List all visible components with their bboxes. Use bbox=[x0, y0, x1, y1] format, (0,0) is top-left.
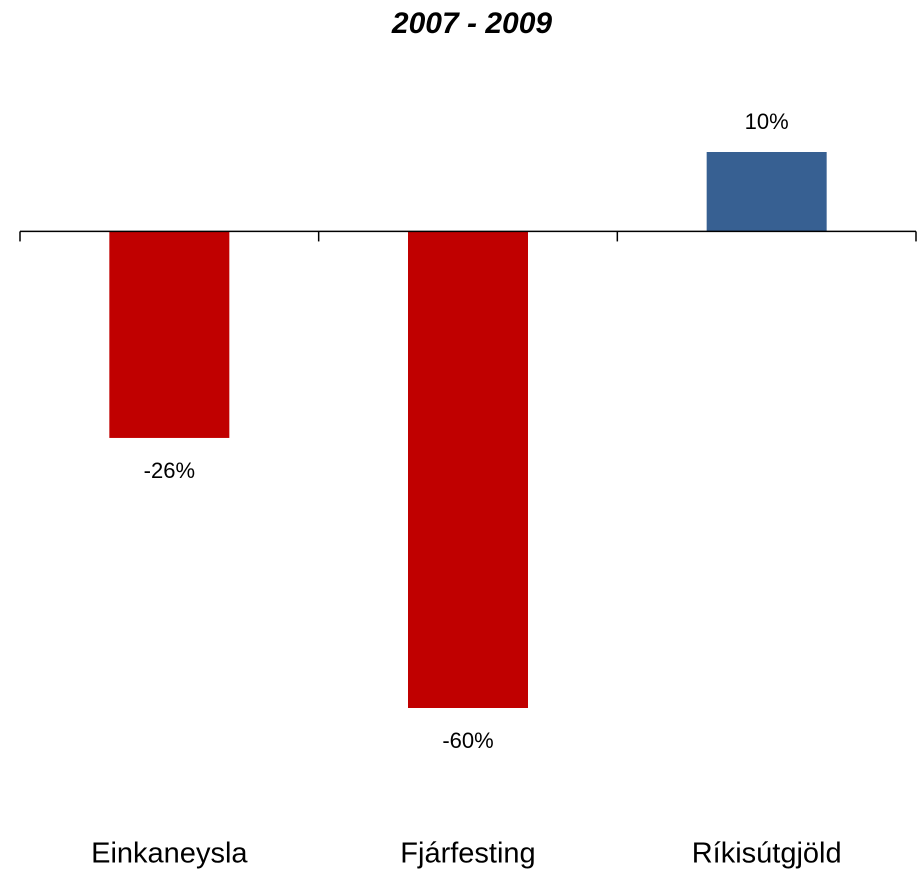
x-tick-label: Fjárfesting bbox=[400, 838, 535, 870]
bar bbox=[408, 231, 528, 708]
data-label: -26% bbox=[144, 458, 195, 483]
chart-title: 2007 - 2009 bbox=[391, 7, 552, 40]
data-label: -60% bbox=[442, 728, 493, 753]
x-tick-label: Einkaneysla bbox=[91, 838, 248, 870]
x-tick-label: Ríkisútgjöld bbox=[692, 838, 842, 870]
bar bbox=[109, 231, 230, 438]
data-label: 10% bbox=[745, 109, 789, 134]
bar bbox=[706, 152, 827, 232]
